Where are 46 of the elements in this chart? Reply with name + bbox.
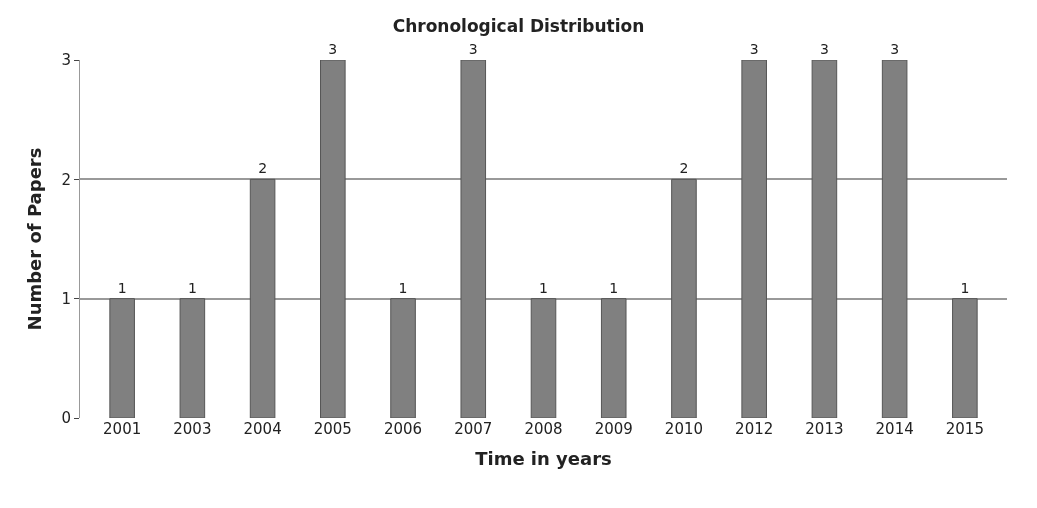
y-tick-label: 3 [61, 51, 71, 70]
chart-title: Chronological Distribution [392, 16, 645, 37]
y-tick-label: 1 [61, 289, 71, 308]
x-tick-label: 2003 [173, 420, 212, 438]
x-axis-title: Time in years [475, 448, 612, 470]
data-label: 2 [258, 160, 268, 177]
y-tick-label: 2 [61, 170, 71, 189]
data-label: 1 [960, 279, 970, 296]
y-axis-title: Number of Papers [23, 147, 45, 331]
x-tick-label: 2001 [103, 420, 142, 438]
x-tick-label: 2006 [383, 420, 423, 438]
data-label: 1 [609, 279, 619, 296]
data-label: 3 [328, 41, 338, 57]
bar [671, 178, 697, 418]
x-tick-label: 2005 [313, 420, 352, 438]
data-label: 1 [398, 279, 408, 296]
bar [811, 60, 838, 418]
data-label: 3 [749, 41, 759, 57]
bar [881, 60, 908, 418]
data-label: 3 [468, 41, 478, 57]
bar [320, 60, 346, 418]
data-label: 1 [539, 279, 548, 296]
bar [600, 298, 627, 418]
x-tick-label: 2014 [875, 420, 914, 438]
bar [390, 298, 416, 418]
x-tick-label: 2013 [805, 420, 844, 438]
x-tick-label: 2007 [454, 420, 493, 438]
x-tick-label: 2009 [594, 420, 633, 438]
bar [179, 298, 206, 418]
x-tick-label: 2010 [664, 420, 704, 438]
data-label: 1 [187, 279, 197, 296]
x-tick-label: 2015 [945, 420, 984, 438]
bar [249, 178, 276, 418]
bar [952, 298, 978, 418]
y-tick-label: 0 [61, 409, 71, 428]
data-label: 2 [679, 160, 689, 177]
bar [741, 60, 767, 418]
bar [109, 298, 135, 418]
x-tick-label: 2004 [243, 420, 282, 438]
data-label: 1 [117, 279, 127, 296]
data-label: 3 [819, 41, 829, 57]
data-label: 3 [890, 41, 900, 57]
bar [530, 298, 557, 418]
x-tick-label: 2012 [735, 420, 774, 438]
bar [460, 60, 487, 418]
x-tick-label: 2008 [524, 420, 563, 438]
